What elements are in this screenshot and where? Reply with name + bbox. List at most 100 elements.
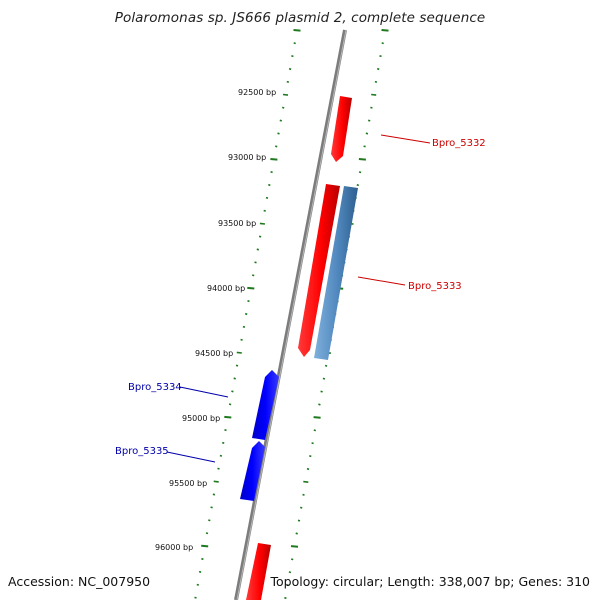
inner-tick-mark — [356, 184, 360, 187]
tick-label-95500: 95500 bp — [169, 479, 207, 488]
inner-tick-mark — [299, 506, 303, 509]
inner-tick-mark — [371, 93, 377, 96]
outer-tick-mark — [286, 80, 290, 83]
gene-label-bpro-5335[interactable]: Bpro_5335 — [115, 446, 169, 457]
inner-tick-mark — [374, 80, 378, 83]
outer-tick-mark — [212, 493, 216, 496]
inner-tick-mark — [290, 558, 294, 561]
gene-track — [240, 96, 358, 600]
inner-tick-mark — [288, 571, 292, 574]
outer-tick-mark — [219, 454, 223, 457]
outer-tick-mark — [224, 429, 227, 432]
outer-tick-mark — [217, 467, 220, 470]
outer-tick-mark — [233, 377, 236, 380]
inner-tick-mark — [324, 364, 328, 367]
inner-tick-mark — [311, 442, 314, 445]
inner-tick-track — [284, 29, 389, 600]
outer-tick-mark — [254, 261, 257, 264]
gene-arrow-bpro-5334[interactable] — [252, 370, 279, 440]
inner-tick-mark — [306, 467, 310, 471]
outer-tick-mark — [201, 557, 204, 561]
inner-tick-mark — [370, 106, 373, 109]
inner-tick-mark — [284, 596, 287, 600]
outer-tick-mark — [256, 248, 260, 251]
outer-tick-mark — [288, 67, 292, 71]
tick-label-95000: 95000 bp — [182, 414, 220, 423]
gene-arrow-bpro-5335[interactable] — [240, 441, 265, 501]
outer-tick-mark — [235, 364, 239, 367]
leader-line-bpro-5332 — [380, 134, 431, 144]
outer-tick-mark — [293, 29, 301, 32]
outer-tick-mark — [208, 519, 211, 522]
inner-tick-mark — [367, 119, 371, 122]
inner-tick-mark — [358, 171, 362, 174]
outer-tick-mark — [198, 570, 202, 573]
outer-tick-mark — [244, 312, 248, 316]
outer-tick-mark — [282, 93, 289, 96]
outer-tick-mark — [247, 286, 255, 290]
tick-labels: 92500 bp 93000 bp 93500 bp 94000 bp 9450… — [155, 88, 276, 552]
outer-tick-mark — [293, 42, 296, 45]
tick-label-93500: 93500 bp — [218, 219, 256, 228]
outer-tick-mark — [279, 119, 283, 122]
inner-tick-mark — [320, 390, 323, 393]
gene-label-bpro-5333[interactable]: Bpro_5333 — [408, 281, 462, 292]
gene-arrow-bpro-5333a[interactable] — [298, 184, 340, 357]
inner-tick-mark — [313, 429, 317, 432]
inner-tick-mark — [358, 158, 366, 161]
outer-tick-mark — [194, 596, 197, 599]
outer-tick-mark — [213, 480, 219, 483]
gene-arrow-bpro-5333[interactable] — [314, 186, 358, 360]
leader-line-bpro-5333 — [357, 276, 406, 286]
backbone-line — [234, 29, 347, 600]
inner-tick-mark — [381, 29, 389, 32]
topology-summary: Topology: circular; Length: 338,007 bp; … — [270, 574, 591, 589]
outer-tick-mark — [281, 106, 285, 109]
inner-tick-mark — [295, 532, 298, 535]
outer-tick-mark — [270, 158, 278, 161]
outer-tick-mark — [277, 132, 280, 135]
outer-tick-mark — [270, 171, 273, 174]
outer-tick-mark — [291, 55, 294, 58]
tick-label-94000: 94000 bp — [207, 284, 245, 293]
outer-tick-mark — [210, 506, 213, 509]
outer-tick-mark — [196, 583, 200, 586]
outer-tick-mark — [258, 235, 262, 238]
outer-tick-mark — [268, 183, 271, 187]
outer-tick-mark — [224, 415, 232, 419]
inner-tick-mark — [303, 480, 309, 483]
inner-tick-mark — [290, 545, 299, 548]
tick-label-96000: 96000 bp — [155, 543, 193, 552]
inner-tick-mark — [379, 55, 382, 58]
gene-arrow-bottom[interactable] — [246, 543, 271, 600]
outer-tick-mark — [201, 544, 209, 548]
inner-tick-mark — [365, 132, 369, 135]
gene-arrow-bpro-5332[interactable] — [331, 96, 352, 162]
outer-tick-mark — [228, 403, 232, 406]
gene-label-bpro-5332[interactable]: Bpro_5332 — [432, 138, 486, 149]
inner-tick-mark — [302, 493, 305, 496]
outer-tick-mark — [259, 222, 265, 225]
outer-tick-mark — [247, 300, 250, 303]
outer-tick-mark — [251, 274, 255, 277]
tick-label-92500: 92500 bp — [238, 88, 276, 97]
outer-tick-mark — [274, 145, 278, 148]
inner-tick-mark — [313, 416, 321, 419]
tick-label-93000: 93000 bp — [228, 153, 266, 162]
tick-label-94500: 94500 bp — [195, 349, 233, 358]
inner-tick-mark — [381, 42, 384, 45]
inner-tick-mark — [376, 67, 380, 71]
outer-tick-mark — [240, 338, 243, 341]
inner-tick-mark — [322, 377, 326, 380]
leader-line-bpro-5335 — [166, 451, 216, 463]
outer-tick-mark — [236, 351, 242, 354]
inner-tick-mark — [309, 455, 312, 458]
outer-tick-mark — [263, 209, 266, 212]
outer-tick-track — [194, 29, 301, 599]
leader-line-bpro-5334 — [179, 386, 229, 398]
outer-tick-mark — [205, 532, 209, 535]
page-title: Polaromonas sp. JS666 plasmid 2, complet… — [114, 10, 486, 26]
accession-text: Accession: NC_007950 — [8, 574, 151, 589]
gene-label-bpro-5334[interactable]: Bpro_5334 — [128, 382, 182, 393]
